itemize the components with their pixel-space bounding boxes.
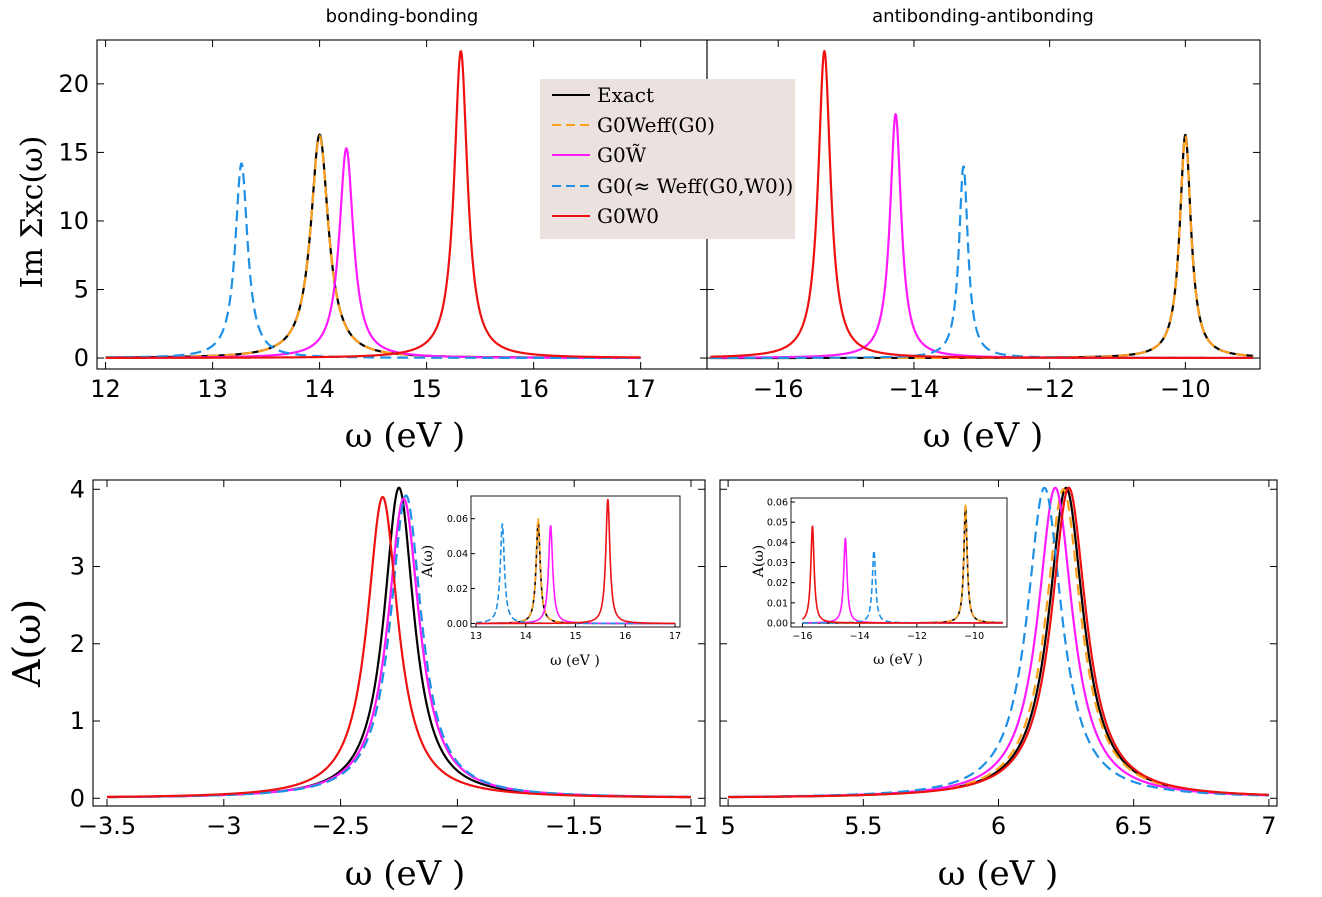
x-tick-label: −3 <box>206 812 241 840</box>
x-tick-label: 6.5 <box>1115 812 1153 840</box>
y-tick-label: 20 <box>58 70 89 98</box>
y-tick-label: 0.03 <box>767 558 788 569</box>
x-tick-label: 15 <box>569 631 581 642</box>
x-tick-label: −12 <box>1024 375 1075 403</box>
x-axis-label: ω (eV ) <box>345 854 466 894</box>
panel-top-left: 12 13 14 15 16 17 0 5 10 15 20 bonding-bonding ω (eV… <box>15 6 708 456</box>
series-group <box>801 503 1004 624</box>
legend-g0wtilde-text: G0W̃ <box>597 143 647 167</box>
x-tick-label: 7 <box>1261 812 1276 840</box>
x-tick-label: 16 <box>518 375 549 403</box>
series-line-g0w0 <box>105 50 642 359</box>
x-tick-label: 14 <box>304 375 335 403</box>
panel-bottom-right: 5 5.5 6 6.5 7 ω (eV ) <box>719 479 1278 894</box>
y-tick-label: 0.06 <box>767 498 788 509</box>
x-axis-label: ω (eV ) <box>938 854 1059 894</box>
x-tick-label: −2 <box>440 812 475 840</box>
series-group <box>106 486 692 799</box>
y-tick-label: 5 <box>74 275 89 303</box>
x-tick-label: 13 <box>197 375 228 403</box>
panel-title: bonding-bonding <box>326 6 479 27</box>
series-line-g0w0 <box>727 486 1270 799</box>
legend-label-exact: Exact <box>597 83 654 107</box>
x-tick-label: −10 <box>964 631 984 642</box>
y-tick-label: 0.02 <box>767 578 788 589</box>
legend-label-g0wtilde: G0W̃ <box>597 143 647 167</box>
series-line-g0w0 <box>475 498 676 625</box>
legend-box <box>540 79 795 239</box>
y-tick-label: 1 <box>70 707 85 735</box>
y-tick-label: 10 <box>58 207 89 235</box>
x-tick-label: −14 <box>889 375 940 403</box>
x-tick-label: −14 <box>850 631 870 642</box>
series-line-g0-weff-g0-w0 <box>105 162 642 360</box>
x-tick-label: 14 <box>520 631 532 642</box>
x-axis-label: ω (eV ) <box>345 416 466 456</box>
x-tick-label: 5 <box>720 812 735 840</box>
series-line-g0w0 <box>106 495 692 799</box>
legend-label-g0-approx: G0(≈ Weff(G0,W0)) <box>597 174 793 198</box>
y-tick-label: 0.00 <box>447 619 468 630</box>
y-axis-label: A(ω) <box>5 599 49 688</box>
legend-label-g0weff: G0Weff(G0) <box>597 113 715 137</box>
series-group <box>727 486 1270 799</box>
y-tick-label: 0.04 <box>447 549 468 560</box>
y-axis-label: A(ω) <box>751 545 767 578</box>
x-tick-label: 15 <box>411 375 442 403</box>
series-group <box>475 498 676 625</box>
y-tick-label: 0.06 <box>447 514 468 525</box>
series-group <box>105 50 642 360</box>
panel-bottom-left: −3.5 −3 −2.5 −2 −1.5 −1 0 1 2 3 4 ω (eV ) A(ω) <box>5 475 709 894</box>
panel-top-right: −16 −14 −12 −10 antibonding-antibonding ω (eV… <box>706 6 1261 456</box>
series-line-g0w0 <box>709 49 1254 360</box>
series-line-g0-weff-g0-w0 <box>709 165 1254 360</box>
y-tick-label: 0.01 <box>767 598 788 609</box>
panel-title: antibonding-antibonding <box>872 6 1094 27</box>
y-tick-label: 2 <box>70 630 85 658</box>
plot-frame <box>790 497 1008 628</box>
legend-exact-text: Exact <box>597 83 654 107</box>
legend-g0weff-text: G0Weff(G0) <box>597 113 715 137</box>
x-tick-label: −1 <box>673 812 708 840</box>
y-tick-label: 0.04 <box>767 538 788 549</box>
panel-inset-bottom-right: −16 −14 −12 −10 0.00 0.01 0.02 0.03 0.04 0.05 0.06… <box>751 497 1008 668</box>
x-tick-label: −1.5 <box>545 812 603 840</box>
y-tick-label: 0 <box>70 784 85 812</box>
x-tick-label: 17 <box>625 375 656 403</box>
x-tick-label: −3.5 <box>78 812 136 840</box>
legend-g0-approx-text: G0(≈ Weff(G0,W0)) <box>597 174 793 198</box>
panel-inset-bottom-left: 13 14 15 16 17 0.00 0.02 0.04 0.06 ω (eV ) A(ω) <box>420 495 681 669</box>
x-tick-label: −16 <box>753 375 804 403</box>
x-tick-label: −16 <box>792 631 812 642</box>
y-tick-label: 0.02 <box>447 584 468 595</box>
plot-frame <box>92 479 706 807</box>
x-tick-label: 16 <box>619 631 631 642</box>
legend-label-g0w0: G0W0 <box>597 204 659 228</box>
legend-g0w0-text: G0W0 <box>597 204 659 228</box>
x-tick-label: 13 <box>470 631 482 642</box>
y-tick-label: 3 <box>70 553 85 581</box>
x-tick-label: 5.5 <box>844 812 882 840</box>
y-tick-label: 0.00 <box>767 618 788 629</box>
y-tick-label: 0 <box>74 344 89 372</box>
x-tick-label: 6 <box>991 812 1006 840</box>
y-axis-label: A(ω) <box>420 545 436 578</box>
x-axis-label: ω (eV ) <box>923 416 1044 456</box>
x-axis-label: ω (eV ) <box>550 653 600 669</box>
y-axis-label: Im Σxc(ω) <box>15 136 50 289</box>
x-tick-label: −12 <box>907 631 927 642</box>
series-line-g0w0 <box>801 525 1004 624</box>
y-tick-label: 15 <box>58 138 89 166</box>
plot-frame <box>470 495 681 628</box>
series-group <box>709 49 1254 360</box>
x-tick-label: 12 <box>90 375 121 403</box>
x-tick-label: 17 <box>669 631 681 642</box>
x-axis-label: ω (eV ) <box>873 652 923 668</box>
chart-legend: Exact G0Weff(G0) G0W̃ G0(≈ Weff(G0,W0)) … <box>540 79 795 239</box>
y-tick-label: 4 <box>70 475 85 503</box>
x-tick-label: −10 <box>1160 375 1211 403</box>
x-tick-label: −2.5 <box>311 812 369 840</box>
y-tick-label: 0.05 <box>767 518 788 529</box>
